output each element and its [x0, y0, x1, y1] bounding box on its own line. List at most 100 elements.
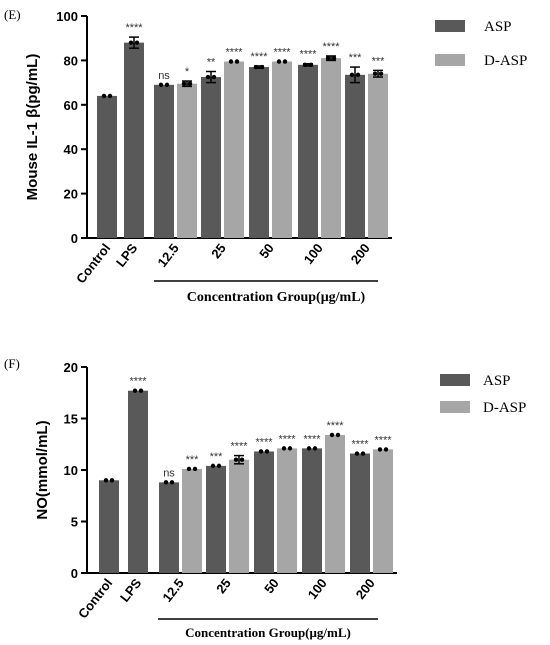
bar-dasp [224, 61, 244, 239]
legend-swatch-dasp [435, 54, 465, 66]
data-point [253, 64, 259, 70]
y-tick-label: 60 [64, 98, 78, 113]
panel-label: (E) [4, 7, 21, 22]
significance-label: **** [129, 376, 147, 388]
x-tick-label: 12.5 [154, 241, 181, 270]
data-point [355, 72, 361, 78]
bar-asp [206, 465, 226, 573]
significance-label: **** [250, 51, 268, 63]
panel-f: (F) NO(mmol/mL) 0 5 10 15 20 Control **** LPS ns… [4, 356, 526, 640]
x-tick-label: 100 [305, 576, 330, 602]
bar-asp [128, 390, 148, 573]
data-point [109, 478, 115, 483]
y-tick-label: 80 [64, 53, 78, 68]
bar-asp [298, 64, 318, 238]
significance-label: **** [230, 441, 248, 453]
y-tick-label: 0 [71, 566, 78, 581]
data-point [306, 446, 312, 451]
data-point [192, 466, 198, 472]
data-point [239, 457, 245, 462]
data-point [308, 62, 314, 68]
data-point [325, 55, 331, 61]
significance-label: **** [303, 433, 321, 445]
y-tick-label: 0 [71, 231, 78, 246]
data-point [258, 449, 264, 454]
data-point [302, 62, 308, 68]
data-point [103, 478, 109, 483]
bar-dasp [177, 83, 197, 239]
data-point [169, 480, 175, 485]
panel-label: (F) [4, 356, 20, 371]
significance-label: **** [273, 47, 291, 59]
data-point [228, 59, 234, 64]
x-tick-label: Control [75, 576, 115, 622]
x-tick-label: Control [73, 241, 113, 287]
data-point [287, 446, 293, 451]
data-point [234, 59, 240, 64]
data-point [377, 447, 383, 452]
bar-asp [201, 77, 221, 238]
bar-asp [97, 95, 117, 238]
data-point [335, 432, 341, 438]
data-point [383, 447, 389, 452]
panel-e: (E) Mouse IL-1 β(pg/mL) 0 20 40 60 80 100 Cont… [4, 7, 527, 305]
data-point [101, 93, 107, 99]
significance-label: **** [351, 439, 369, 451]
significance-label: **** [326, 420, 344, 432]
data-point [186, 466, 192, 472]
data-point [329, 432, 335, 438]
significance-label: ns [163, 467, 175, 479]
legend-label-dasp: D-ASP [483, 400, 526, 416]
significance-label: *** [372, 55, 386, 67]
bar-dasp [368, 73, 388, 238]
plot-area: 05101520Control****LPSns***12.5*******25… [64, 360, 397, 621]
bar-dasp [277, 448, 297, 573]
significance-label: ** [207, 57, 216, 69]
data-point [216, 463, 222, 469]
data-point [360, 451, 366, 456]
data-point [205, 74, 211, 80]
x-tick-label: LPS [113, 240, 141, 269]
x-axis-label: Concentration Group(μg/mL) [185, 625, 351, 640]
significance-label: **** [225, 47, 243, 59]
data-point [181, 81, 187, 86]
significance-label: **** [322, 41, 340, 53]
y-tick-label: 20 [64, 187, 78, 202]
significance-label: *** [186, 454, 200, 466]
legend: ASP D-ASP [440, 373, 526, 416]
bar-asp [159, 482, 179, 573]
significance-label: * [185, 66, 190, 78]
bar-asp [302, 448, 322, 573]
data-point [264, 449, 270, 454]
data-point [132, 388, 138, 393]
legend-label-dasp: D-ASP [484, 53, 527, 69]
y-tick-label: 15 [64, 412, 78, 427]
bar-dasp [373, 449, 393, 573]
data-point [349, 72, 355, 78]
y-tick-label: 5 [71, 515, 78, 530]
data-point [331, 55, 337, 61]
significance-label: *** [349, 52, 363, 64]
y-tick-label: 10 [64, 463, 78, 478]
x-tick-label: 50 [256, 241, 277, 262]
legend-label-asp: ASP [484, 19, 512, 35]
x-tick-label: 50 [261, 576, 282, 597]
x-axis-label: Concentration Group(μg/mL) [187, 290, 366, 305]
y-axis-label: Mouse IL-1 β(pg/mL) [24, 54, 41, 201]
data-point [134, 40, 140, 45]
significance-label: **** [255, 436, 273, 448]
data-point [282, 59, 288, 64]
y-axis-label: NO(mmol/mL) [34, 420, 51, 519]
bar-asp [350, 453, 370, 573]
bar-asp [154, 84, 174, 238]
y-tick-label: 100 [56, 9, 78, 24]
bar-dasp [325, 434, 345, 573]
data-point [276, 59, 282, 64]
significance-label: **** [278, 433, 296, 445]
legend-swatch-asp [435, 20, 465, 32]
y-tick-label: 40 [64, 142, 78, 157]
data-point [158, 82, 164, 88]
significance-label: **** [299, 49, 317, 61]
x-tick-label: 12.5 [159, 576, 186, 605]
